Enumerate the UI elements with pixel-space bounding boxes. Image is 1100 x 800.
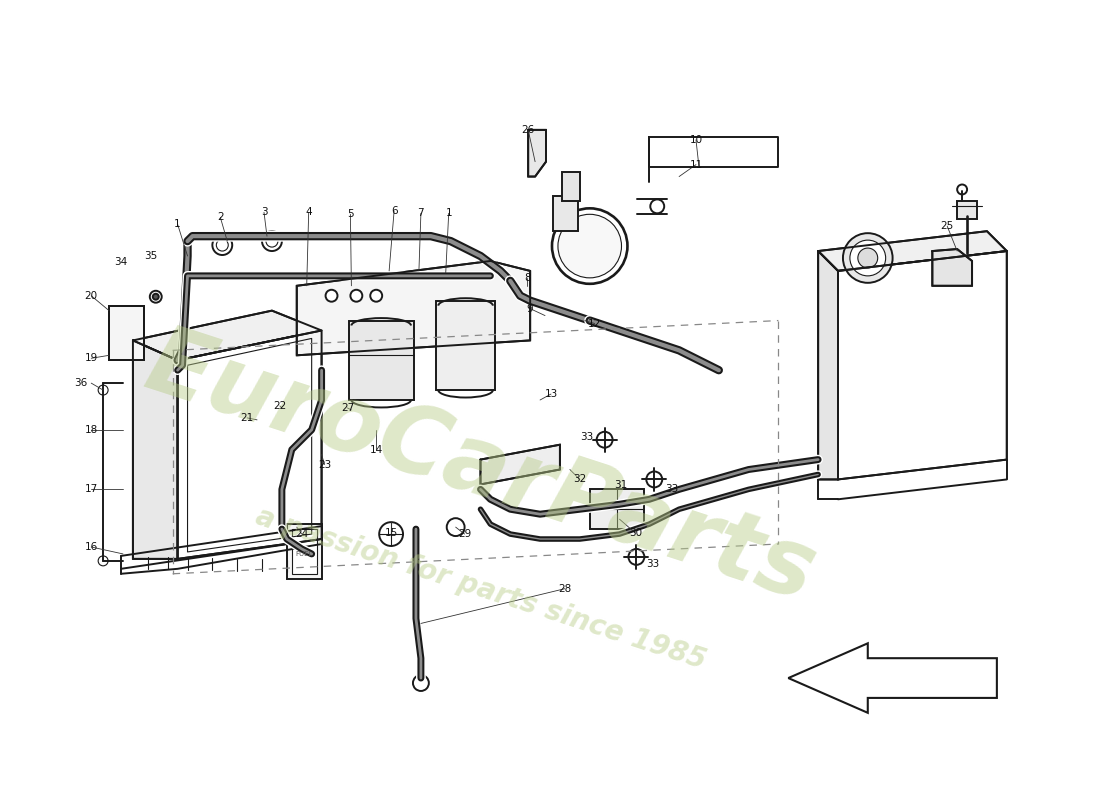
- Text: 33: 33: [580, 432, 593, 442]
- Text: 27: 27: [341, 403, 354, 413]
- Text: 25: 25: [940, 222, 954, 231]
- Circle shape: [266, 235, 278, 247]
- Circle shape: [843, 233, 892, 283]
- Text: 26: 26: [521, 125, 535, 135]
- Text: 14: 14: [370, 445, 383, 454]
- Text: 5: 5: [348, 210, 354, 219]
- Text: 6: 6: [390, 206, 397, 216]
- Circle shape: [957, 185, 967, 194]
- Text: 31: 31: [614, 481, 627, 490]
- Text: EuroCarParts: EuroCarParts: [134, 318, 826, 621]
- Circle shape: [98, 556, 108, 566]
- Polygon shape: [838, 251, 1007, 479]
- Text: 2: 2: [217, 212, 223, 222]
- Text: 33: 33: [666, 484, 679, 494]
- Polygon shape: [528, 130, 546, 177]
- Circle shape: [212, 235, 232, 255]
- Bar: [553, 197, 578, 231]
- Circle shape: [412, 675, 429, 691]
- Circle shape: [262, 231, 282, 251]
- Text: 15: 15: [385, 528, 398, 538]
- Text: 29: 29: [458, 529, 471, 539]
- Circle shape: [647, 471, 662, 487]
- Polygon shape: [133, 341, 177, 559]
- Text: 3: 3: [261, 207, 267, 218]
- Text: 11: 11: [690, 160, 703, 170]
- Text: 8: 8: [524, 273, 530, 283]
- Text: 28: 28: [559, 584, 572, 594]
- Polygon shape: [481, 445, 560, 485]
- Circle shape: [379, 522, 403, 546]
- Bar: [287, 524, 321, 578]
- Text: 32: 32: [573, 474, 586, 485]
- Bar: [957, 202, 977, 219]
- Text: 33: 33: [646, 559, 659, 569]
- Circle shape: [858, 248, 878, 268]
- Circle shape: [371, 290, 382, 302]
- Text: 7: 7: [418, 208, 425, 218]
- Text: 1: 1: [446, 208, 452, 218]
- Bar: [109, 306, 144, 360]
- Text: 13: 13: [544, 389, 558, 399]
- Circle shape: [628, 549, 645, 565]
- Text: 21: 21: [241, 413, 254, 423]
- Text: 10: 10: [690, 135, 703, 145]
- Text: 16: 16: [85, 542, 98, 552]
- Text: 22: 22: [273, 401, 286, 411]
- Text: 4: 4: [306, 207, 312, 218]
- Text: 18: 18: [85, 425, 98, 434]
- Text: 30: 30: [629, 528, 642, 538]
- Bar: [292, 529, 317, 574]
- Text: 17: 17: [85, 484, 98, 494]
- Circle shape: [326, 290, 338, 302]
- Bar: [436, 301, 495, 390]
- Circle shape: [552, 208, 627, 284]
- Text: 34: 34: [114, 257, 128, 267]
- Circle shape: [98, 385, 108, 395]
- Polygon shape: [133, 310, 321, 360]
- Bar: [590, 490, 645, 529]
- Text: FUEL: FUEL: [295, 551, 312, 557]
- Text: 23: 23: [318, 459, 331, 470]
- Polygon shape: [933, 249, 972, 286]
- Circle shape: [447, 518, 464, 536]
- Circle shape: [351, 290, 362, 302]
- Circle shape: [558, 214, 622, 278]
- Circle shape: [596, 432, 613, 448]
- Polygon shape: [818, 231, 1006, 271]
- Circle shape: [153, 294, 158, 300]
- Text: 19: 19: [85, 354, 98, 363]
- Bar: [562, 171, 580, 202]
- Text: a passion for parts since 1985: a passion for parts since 1985: [252, 502, 710, 675]
- Text: 9: 9: [527, 304, 534, 314]
- Polygon shape: [818, 251, 838, 479]
- Text: 12: 12: [588, 318, 602, 329]
- Text: 1: 1: [174, 219, 180, 230]
- Circle shape: [850, 240, 886, 276]
- Text: 24: 24: [295, 529, 308, 539]
- Text: 20: 20: [85, 290, 98, 301]
- Circle shape: [217, 239, 229, 251]
- Text: 35: 35: [144, 251, 157, 261]
- Polygon shape: [297, 261, 530, 355]
- Circle shape: [150, 290, 162, 302]
- Bar: [350, 321, 414, 400]
- Text: 36: 36: [75, 378, 88, 388]
- Polygon shape: [177, 330, 321, 559]
- Circle shape: [650, 199, 664, 214]
